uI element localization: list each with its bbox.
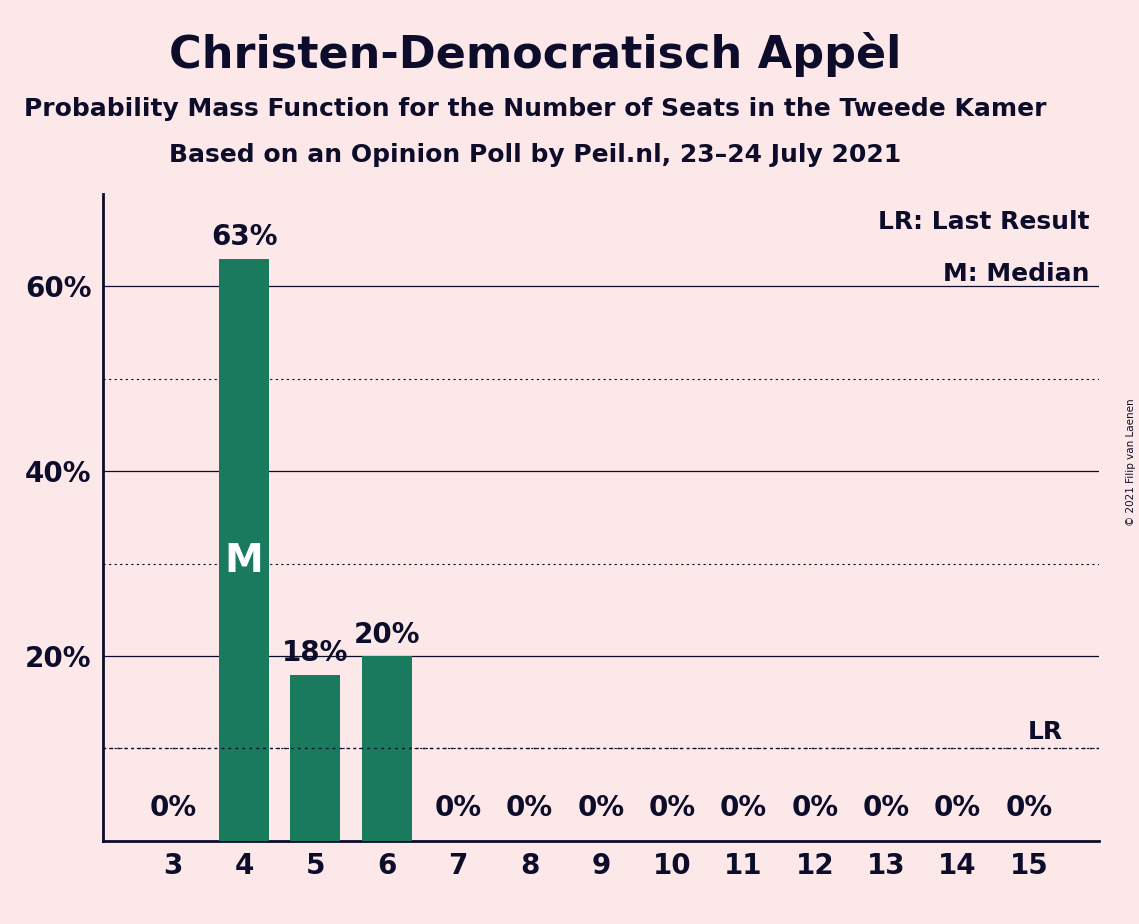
Text: 0%: 0% — [648, 795, 696, 822]
Text: 0%: 0% — [720, 795, 767, 822]
Text: 0%: 0% — [149, 795, 196, 822]
Bar — [290, 675, 341, 841]
Text: © 2021 Filip van Laenen: © 2021 Filip van Laenen — [1126, 398, 1136, 526]
Text: 18%: 18% — [282, 639, 349, 667]
Text: Probability Mass Function for the Number of Seats in the Tweede Kamer: Probability Mass Function for the Number… — [24, 97, 1047, 121]
Text: Christen-Democratisch Appèl: Christen-Democratisch Appèl — [170, 32, 901, 78]
Text: 0%: 0% — [435, 795, 482, 822]
Bar — [219, 259, 269, 841]
Bar — [362, 656, 412, 841]
Text: M: Median: M: Median — [943, 262, 1089, 286]
Text: 0%: 0% — [506, 795, 554, 822]
Text: 0%: 0% — [577, 795, 624, 822]
Text: 0%: 0% — [792, 795, 838, 822]
Text: Based on an Opinion Poll by Peil.nl, 23–24 July 2021: Based on an Opinion Poll by Peil.nl, 23–… — [170, 143, 901, 167]
Text: 0%: 0% — [862, 795, 910, 822]
Text: LR: LR — [1029, 720, 1063, 744]
Text: 0%: 0% — [1006, 795, 1052, 822]
Text: 0%: 0% — [934, 795, 981, 822]
Text: 20%: 20% — [353, 621, 420, 649]
Text: M: M — [224, 542, 263, 580]
Text: 63%: 63% — [211, 224, 278, 251]
Text: LR: Last Result: LR: Last Result — [877, 211, 1089, 234]
